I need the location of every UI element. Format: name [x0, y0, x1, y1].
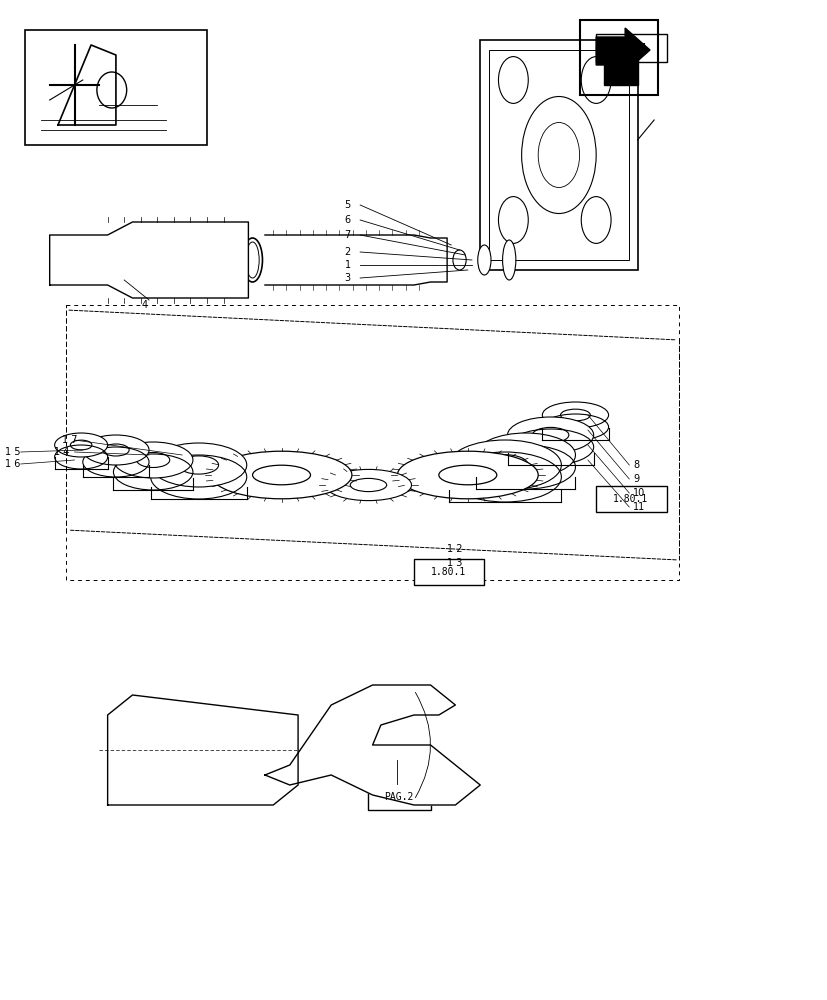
Ellipse shape [542, 402, 608, 428]
Text: 4: 4 [141, 300, 148, 310]
Ellipse shape [304, 738, 324, 762]
Text: 6: 6 [344, 215, 351, 225]
Bar [25, 30, 207, 145]
Ellipse shape [477, 245, 490, 275]
Bar [579, 20, 657, 95]
Text: 8: 8 [633, 460, 638, 470]
Text: PAG.2: PAG.2 [384, 792, 414, 802]
Text: 2: 2 [344, 247, 351, 257]
Text: 3: 3 [344, 273, 351, 283]
Text: 1: 1 [344, 260, 351, 270]
Ellipse shape [397, 451, 538, 499]
Text: 1 5: 1 5 [5, 447, 21, 457]
Ellipse shape [507, 417, 593, 453]
Bar [414, 559, 484, 585]
Ellipse shape [83, 435, 149, 465]
Polygon shape [265, 685, 480, 805]
Text: 1.80.1: 1.80.1 [431, 567, 466, 577]
Text: 1.80.1: 1.80.1 [613, 43, 648, 53]
Text: 1 3: 1 3 [447, 558, 462, 568]
Bar [480, 40, 637, 270]
Text: 5: 5 [344, 200, 351, 210]
Polygon shape [604, 55, 637, 85]
Ellipse shape [211, 451, 351, 499]
Ellipse shape [242, 238, 262, 282]
Polygon shape [50, 222, 248, 298]
Ellipse shape [502, 240, 515, 280]
Ellipse shape [151, 443, 246, 487]
Ellipse shape [325, 469, 411, 501]
Text: 1 6: 1 6 [5, 459, 21, 469]
Text: 1 4: 1 4 [54, 447, 69, 457]
Ellipse shape [448, 440, 561, 490]
Ellipse shape [476, 433, 575, 477]
Text: 1.80.1: 1.80.1 [613, 494, 648, 504]
Ellipse shape [55, 433, 108, 457]
Polygon shape [108, 695, 298, 805]
Ellipse shape [133, 736, 156, 764]
Polygon shape [265, 235, 447, 285]
Bar [368, 784, 430, 810]
Text: 7: 7 [344, 230, 351, 240]
Text: 1 2: 1 2 [447, 544, 462, 554]
Bar [595, 486, 666, 512]
Text: 11: 11 [633, 502, 645, 512]
Text: 1 7: 1 7 [62, 435, 78, 445]
Bar [595, 34, 666, 62]
Text: 9: 9 [633, 474, 638, 484]
Bar [488, 50, 629, 260]
Polygon shape [595, 28, 649, 72]
Text: 10: 10 [633, 488, 645, 498]
Ellipse shape [452, 250, 466, 270]
Ellipse shape [113, 442, 193, 478]
